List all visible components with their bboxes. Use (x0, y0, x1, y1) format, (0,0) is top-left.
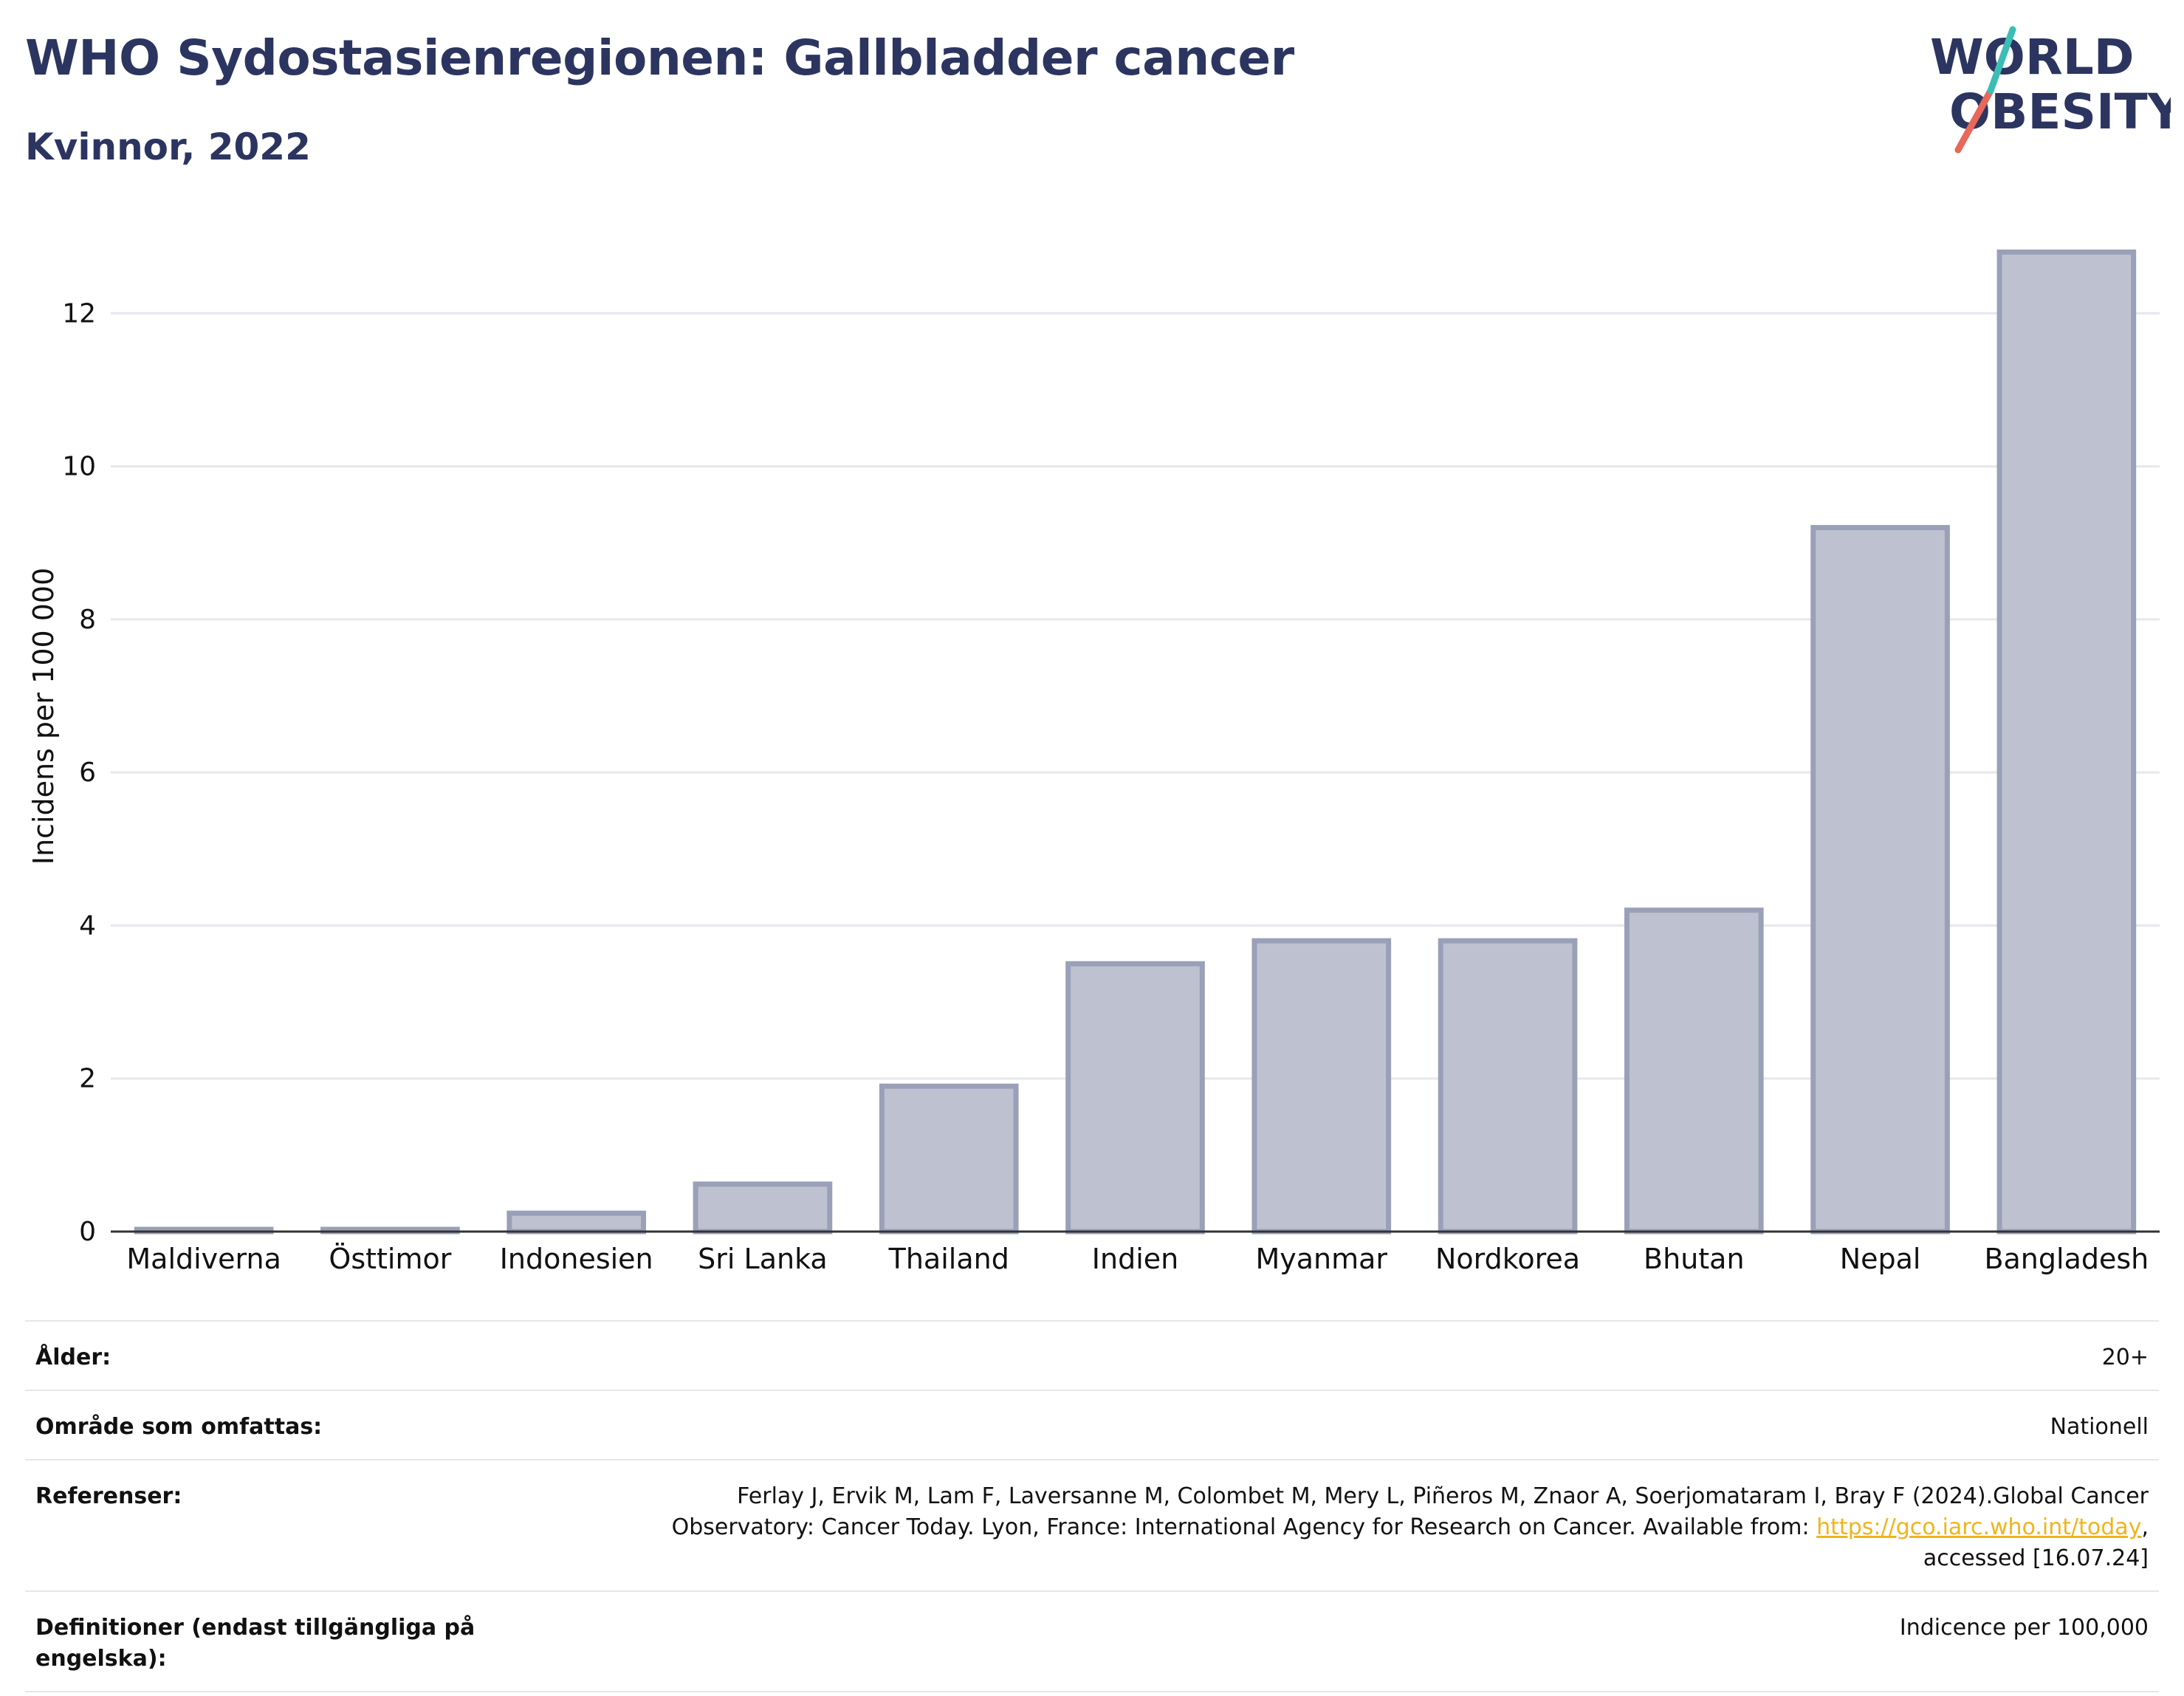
bar-bhutan (1624, 907, 1764, 1235)
world-obesity-logo: WORLD OBESITY (1930, 26, 2171, 154)
meta-row-age: Ålder: 20+ (25, 1320, 2159, 1390)
chart-subtitle: Kvinnor, 2022 (25, 126, 311, 168)
bar-sri-lanka (693, 1181, 833, 1235)
y-tick-label: 12 (62, 298, 96, 329)
y-tick-label: 4 (79, 910, 96, 941)
y-tick-label: 0 (79, 1217, 96, 1247)
x-tick-label: Bhutan (1644, 1243, 1745, 1275)
logo-line1: WORLD (1930, 29, 2135, 86)
x-tick-label: Indien (1092, 1243, 1178, 1275)
x-tick-label: Indonesien (500, 1243, 653, 1275)
x-tick-label: Thailand (888, 1243, 1009, 1275)
x-tick-label: Östtimor (329, 1243, 451, 1275)
logo-slash-red (1954, 87, 1994, 154)
meta-label: Område som omfattas: (35, 1414, 323, 1440)
x-tick-label: Myanmar (1255, 1243, 1387, 1275)
chart-title: WHO Sydostasienregionen: Gallbladder can… (25, 30, 1294, 86)
meta-row-references: Referenser: Ferlay J, Ervik M, Lam F, La… (25, 1459, 2159, 1590)
bar-nepal (1810, 525, 1950, 1235)
x-tick-label: Sri Lanka (698, 1243, 828, 1275)
y-tick-label: 2 (79, 1064, 96, 1094)
bar-indonesien (506, 1210, 647, 1235)
meta-row-definitions: Definitioner (endast tillgängliga på eng… (25, 1590, 2159, 1692)
meta-value: Nationell (2050, 1414, 2149, 1440)
bars (134, 249, 2137, 1235)
meta-row-coverage: Område som omfattas: Nationell (25, 1390, 2159, 1459)
meta-label: Referenser: (35, 1483, 182, 1509)
reference-text: Ferlay J, Ervik M, Lam F, Laversanne M, … (671, 1483, 2149, 1540)
logo-slash-teal (1987, 26, 2016, 95)
bar-myanmar (1251, 938, 1392, 1235)
bar-indien (1065, 961, 1205, 1235)
x-tick-label: Maldiverna (126, 1243, 281, 1275)
meta-value: Ferlay J, Ervik M, Lam F, Laversanne M, … (598, 1481, 2149, 1574)
meta-value: Indicence per 100,000 (1899, 1615, 2149, 1641)
reference-accessed: , accessed [16.07.24] (1923, 1514, 2149, 1571)
bar-bangladesh (1996, 249, 2137, 1235)
y-axis-label: Incidens per 100 000 (27, 568, 60, 865)
y-tick-label: 6 (79, 758, 96, 788)
bar-chart: 0 2 4 6 8 10 12 Maldiverna Östtimor Indonesien Sri… (27, 249, 2160, 1275)
bar-thailand (879, 1083, 1019, 1235)
y-tick-label: 8 (79, 605, 96, 635)
bar-nordkorea (1438, 938, 1578, 1235)
reference-link[interactable]: https://gco.iarc.who.int/today (1816, 1514, 2142, 1540)
meta-label: Ålder: (35, 1345, 111, 1370)
metadata-table: Ålder: 20+ Område som omfattas: Nationel… (25, 1320, 2159, 1692)
y-tick-label: 10 (62, 452, 96, 482)
x-tick-label: Nepal (1840, 1243, 1921, 1275)
meta-label: Definitioner (endast tillgängliga på eng… (35, 1615, 475, 1672)
x-tick-label: Nordkorea (1435, 1243, 1580, 1275)
meta-value: 20+ (2101, 1345, 2149, 1370)
axes: 0 2 4 6 8 10 12 Maldiverna Östtimor Indonesien Sri… (62, 298, 2160, 1275)
x-tick-label: Bangladesh (1984, 1243, 2149, 1275)
